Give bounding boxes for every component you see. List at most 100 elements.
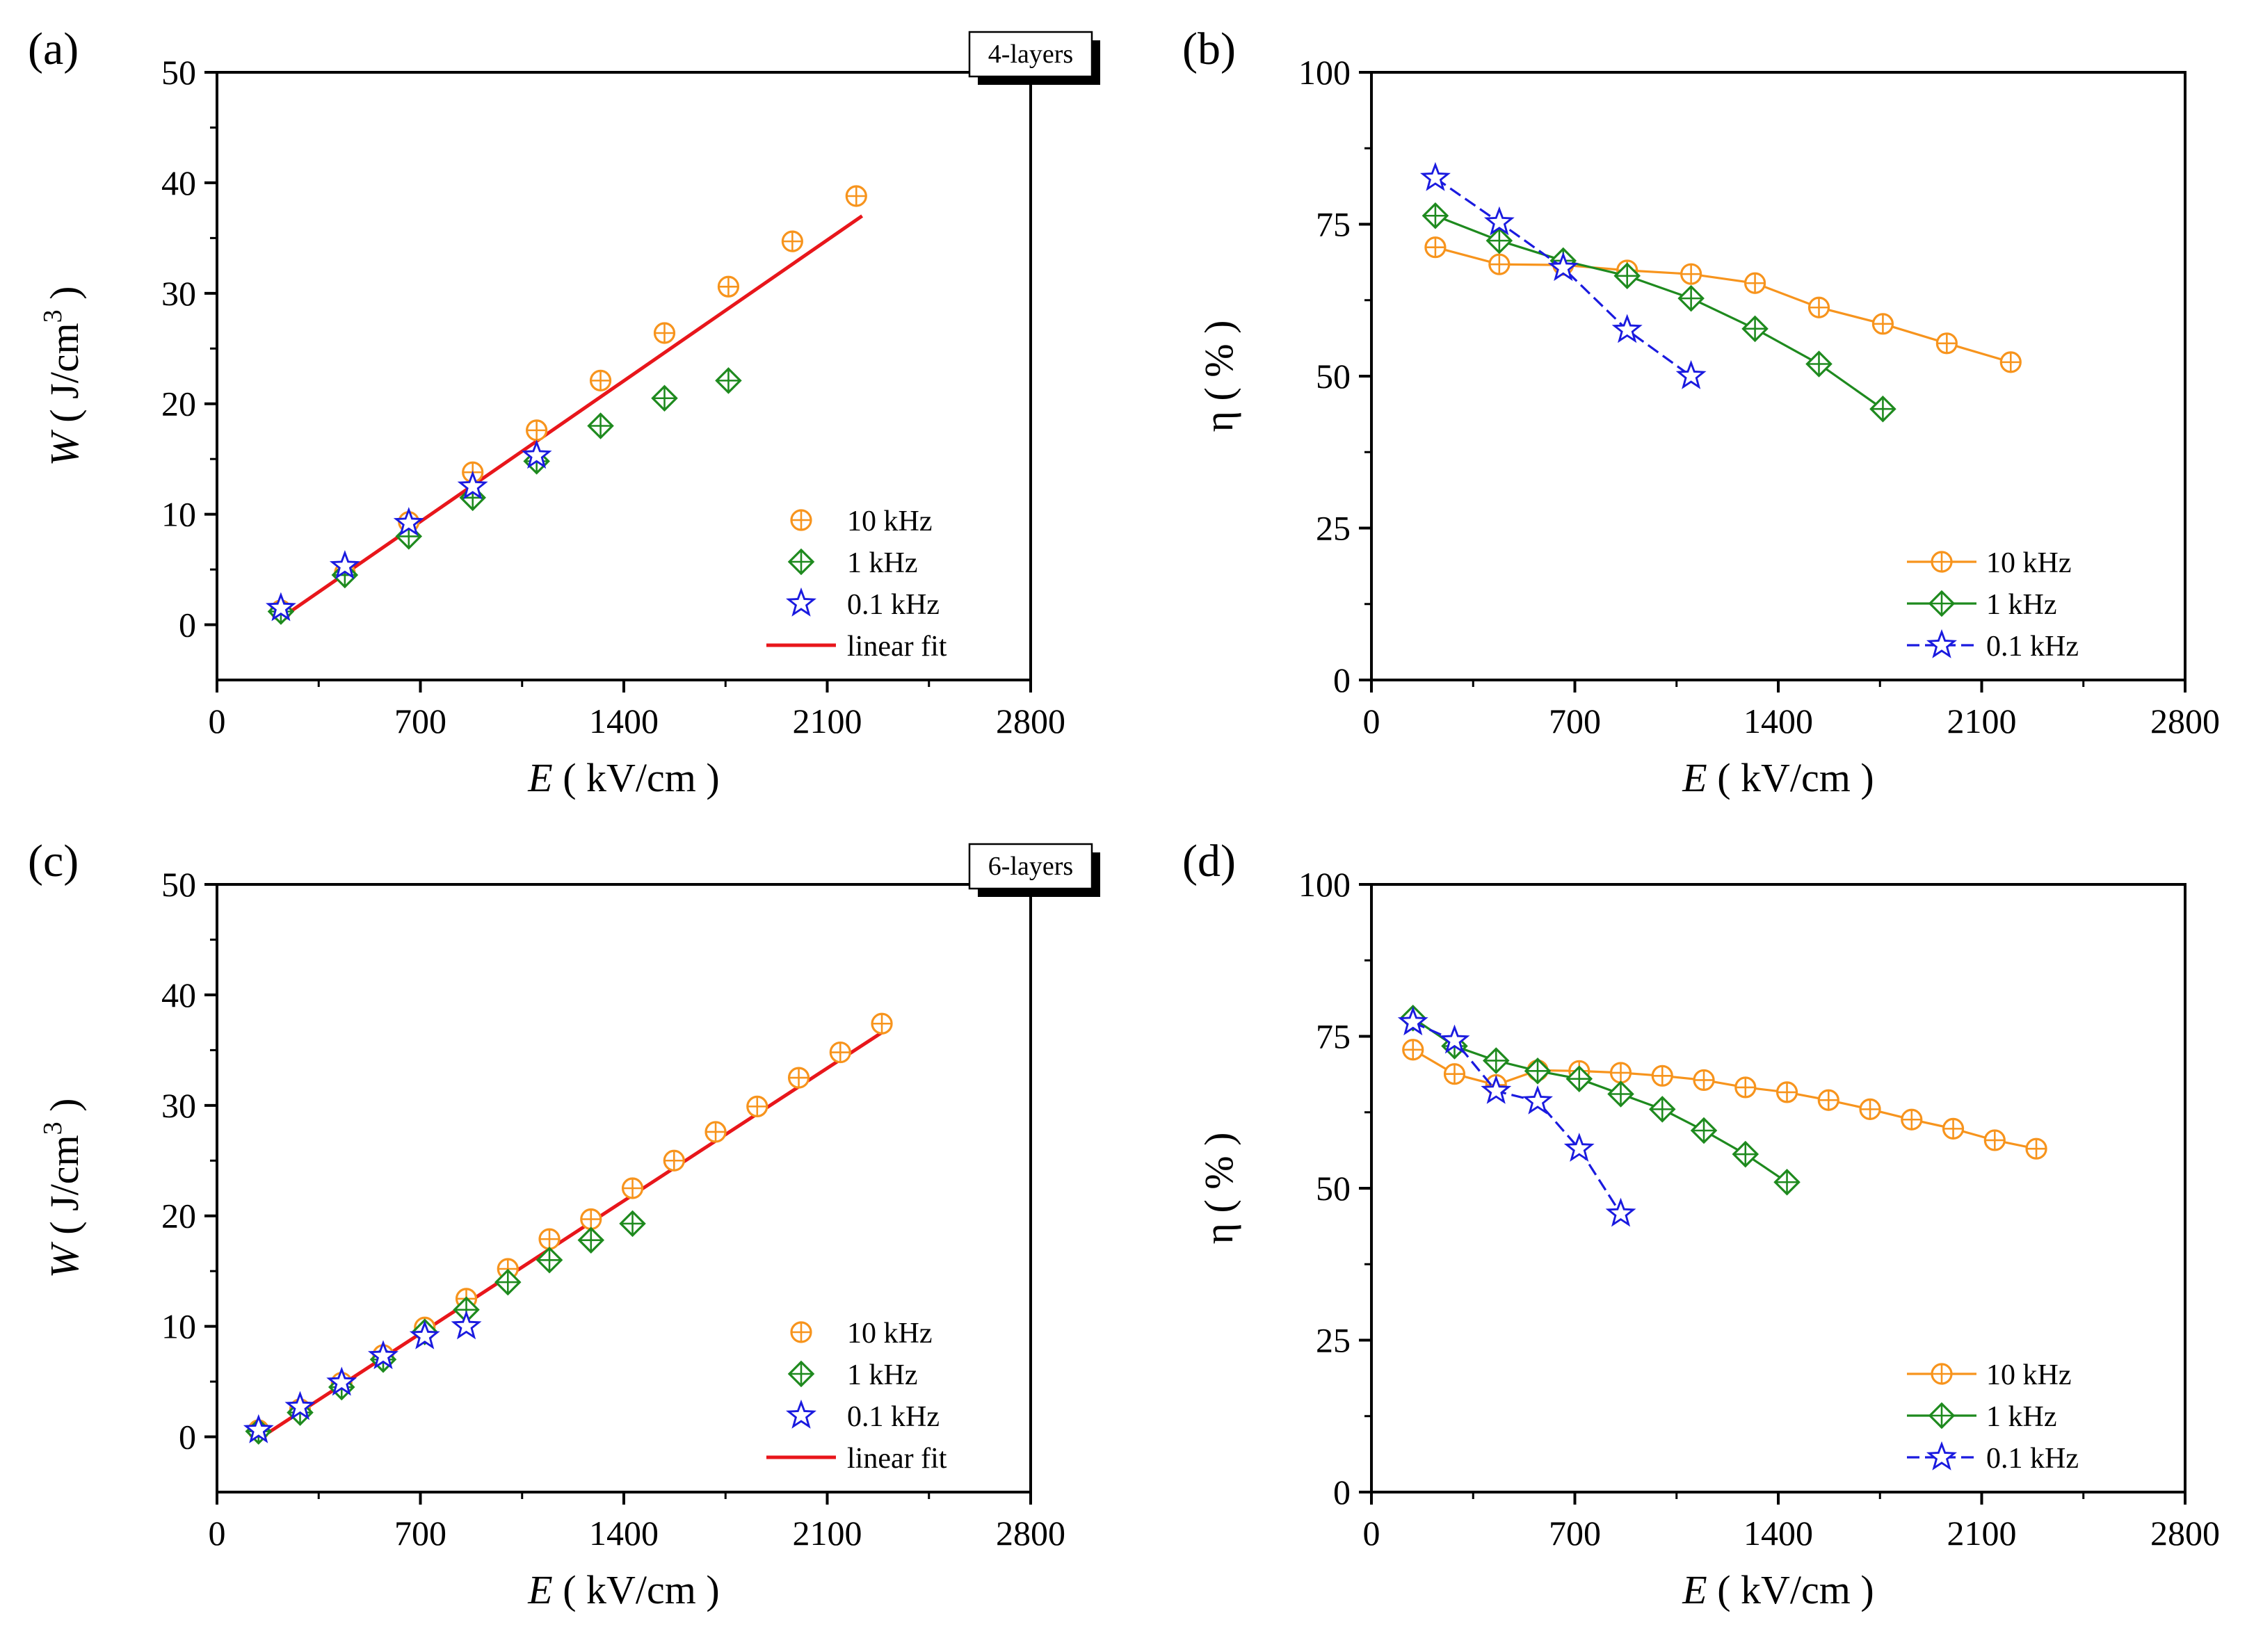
data-point [1605, 1197, 1636, 1227]
legend-label: linear fit [847, 1443, 947, 1475]
x-axis-label: E ( kV/cm ) [527, 755, 719, 800]
series-10-kHz [270, 185, 867, 622]
x-tick-label: 1400 [1743, 1514, 1813, 1553]
data-point [367, 1340, 399, 1370]
series-1-kHz [267, 367, 742, 625]
data-point [243, 1414, 274, 1443]
series-0.1-kHz [243, 1310, 482, 1443]
panel-label: (b) [1182, 24, 1236, 74]
x-axis-label: E ( kV/cm ) [527, 1567, 719, 1612]
plot-frame-b [1370, 71, 2186, 681]
x-axis-label: E ( kV/cm ) [1682, 1567, 1874, 1612]
series-line [1435, 214, 1884, 410]
y-tick-label: 25 [1316, 1321, 1351, 1360]
y-axis-label-unit: ( J/cm [42, 1135, 87, 1245]
x-tick-label: 0 [209, 702, 226, 740]
x-axis-label: E ( kV/cm ) [1682, 755, 1874, 800]
series-0.1-kHz [266, 439, 552, 622]
x-axis-label-unit: ( kV/cm ) [553, 1567, 720, 1612]
series-10-kHz [1424, 236, 2022, 373]
x-axis-label-var: E [527, 755, 552, 800]
series-0.1-kHz [1397, 1006, 1636, 1227]
y-axis-label-end: ) [42, 1098, 87, 1121]
legend-marker [786, 1399, 816, 1429]
data-point [1397, 1006, 1428, 1036]
x-tick-label: 1400 [589, 702, 659, 740]
y-tick-label: 0 [179, 1418, 196, 1457]
legend-label: linear fit [847, 631, 947, 663]
series-0.1-kHz [1420, 162, 1707, 389]
data-point [1483, 206, 1515, 236]
x-tick-label: 700 [394, 702, 446, 740]
y-tick-label: 40 [161, 975, 196, 1014]
legend-label: 10 kHz [1986, 547, 2071, 579]
x-tick-label: 2100 [1947, 702, 2017, 740]
y-tick-label: 40 [161, 163, 196, 202]
data-point [409, 1320, 440, 1350]
y-axis-label: η ( % ) [1196, 1133, 1241, 1245]
x-tick-label: 0 [209, 1514, 226, 1553]
x-tick-label: 700 [1549, 702, 1601, 740]
y-axis-label-unit: ( J/cm [42, 323, 87, 432]
panel-a: 0 700 1400 2100 2800 0 10 20 30 40 50 E ( kV/cm ) W … [28, 24, 1100, 800]
y-tick-label: 100 [1298, 865, 1351, 904]
y-tick-label: 0 [179, 606, 196, 645]
data-point [1547, 252, 1579, 282]
y-tick-label: 10 [161, 1307, 196, 1346]
x-tick-label: 2800 [996, 702, 1065, 740]
x-tick-label: 700 [394, 1514, 446, 1553]
x-axis-label-unit: ( kV/cm ) [1707, 755, 1874, 800]
legend-b: 10 kHz 1 kHz 0.1 kHz [1907, 547, 2079, 663]
y-tick-label: 30 [161, 1086, 196, 1125]
y-tick-label: 75 [1316, 205, 1351, 244]
legend-marker [1926, 629, 1957, 658]
linear-fit-line [257, 1028, 887, 1441]
legend-marker [1926, 1441, 1957, 1471]
x-tick-label: 2800 [996, 1514, 1065, 1553]
x-tick-label: 2100 [793, 1514, 862, 1553]
legend-a: 10 kHz 1 kHz 0.1 kHz linear fit [766, 505, 947, 663]
legend-label: 1 kHz [1986, 589, 2056, 621]
x-axis-label-var: E [1682, 1567, 1707, 1612]
panel-b: 0 700 1400 2100 2800 0 25 50 75 100 E ( kV/cm ) η (… [1182, 24, 2220, 800]
data-point [266, 592, 296, 622]
data-point [1481, 1075, 1512, 1104]
data-point [393, 507, 424, 537]
legend-label: 10 kHz [1986, 1359, 2071, 1391]
y-tick-label: 0 [1333, 1473, 1351, 1512]
series-line [1412, 1017, 1788, 1183]
y-tick-label: 10 [161, 495, 196, 534]
series-1-kHz [1399, 1005, 1801, 1196]
y-tick-label: 50 [1316, 1169, 1351, 1208]
y-axis-label-end: ) [42, 286, 87, 309]
x-tick-label: 0 [1363, 1514, 1380, 1553]
y-tick-label: 20 [161, 384, 196, 423]
data-point [521, 439, 552, 469]
y-axis-label-sup: 3 [38, 1121, 67, 1135]
panel-label: (c) [28, 836, 79, 886]
x-axis-label-var: E [527, 1567, 552, 1612]
y-tick-label: 50 [1316, 357, 1351, 396]
y-axis-label-var: W [42, 430, 87, 467]
y-tick-label: 30 [161, 274, 196, 313]
data-point [326, 1366, 357, 1396]
data-point [1611, 314, 1643, 343]
series-line [1412, 1048, 2037, 1150]
legend-label: 0.1 kHz [847, 1401, 940, 1433]
data-point [1563, 1133, 1595, 1162]
x-tick-label: 1400 [1743, 702, 1813, 740]
x-axis-label-unit: ( kV/cm ) [1707, 1567, 1874, 1612]
x-axis-label-var: E [1682, 755, 1707, 800]
panel-d: 0 700 1400 2100 2800 0 25 50 75 100 E ( kV/cm ) η (… [1182, 836, 2220, 1612]
y-tick-label: 75 [1316, 1017, 1351, 1056]
tag-label: 4-layers [988, 40, 1073, 69]
y-axis-label: W ( J/cm3 ) [38, 1098, 87, 1278]
series-line [1435, 246, 2011, 364]
y-axis-label-sup: 3 [38, 309, 67, 323]
y-axis-label-text: η ( % ) [1196, 1133, 1241, 1245]
y-tick-label: 25 [1316, 509, 1351, 548]
data-point [329, 550, 360, 580]
y-tick-label: 50 [161, 865, 196, 904]
legend-label: 0.1 kHz [1986, 631, 2079, 663]
